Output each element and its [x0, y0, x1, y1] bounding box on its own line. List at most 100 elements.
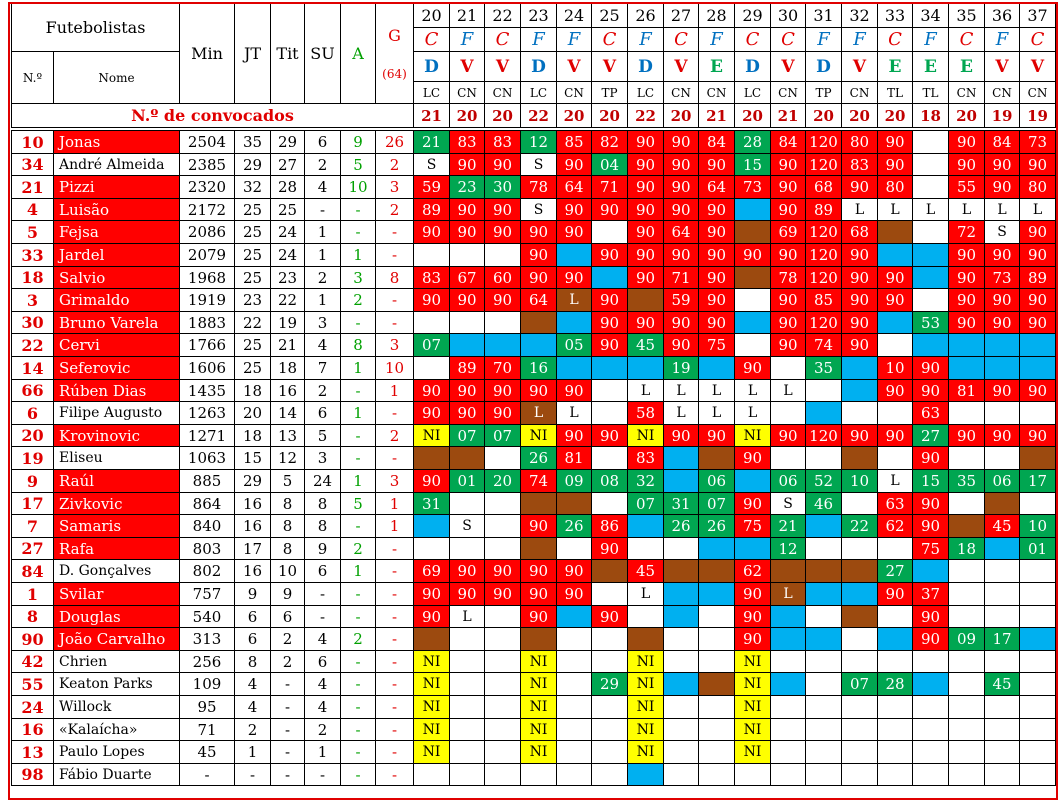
match-cell: 90 — [948, 311, 985, 334]
match-cell — [663, 740, 699, 764]
venue-4: F — [556, 27, 592, 52]
player-min: 1968 — [179, 266, 235, 289]
match-cell — [984, 537, 1020, 560]
player-number: 13 — [11, 740, 54, 764]
player-assists: - — [340, 220, 376, 244]
player-su: 6 — [304, 130, 341, 154]
match-cell — [984, 446, 1020, 470]
match-cell — [1019, 695, 1056, 719]
match-cell — [591, 627, 628, 651]
player-tit: 10 — [270, 559, 305, 583]
match-cell: 85 — [556, 130, 592, 154]
match-cell — [1019, 650, 1056, 673]
match-cell — [841, 401, 878, 425]
match-cell: L — [627, 379, 664, 402]
match-cell — [841, 537, 878, 560]
match-cell: 90 — [556, 379, 592, 402]
convocados-13: 20 — [877, 103, 913, 128]
result-17: V — [1019, 51, 1056, 82]
match-cell — [484, 514, 521, 538]
match-cell — [413, 356, 450, 380]
match-cell — [912, 175, 949, 199]
match-cell — [556, 695, 592, 719]
match-cell — [1019, 605, 1056, 628]
player-number: 18 — [11, 266, 54, 289]
match-cell: 90 — [912, 492, 949, 515]
convocados-label: N.º de convocados — [11, 103, 414, 128]
match-cell: 120 — [805, 220, 842, 244]
player-number: 42 — [11, 650, 54, 673]
match-cell: 90 — [520, 220, 557, 244]
player-number: 19 — [11, 446, 54, 470]
match-cell: 90 — [413, 288, 450, 312]
player-jt: 25 — [234, 266, 271, 289]
match-cell — [912, 763, 949, 786]
matchday-33: 33 — [877, 3, 913, 28]
match-cell: 69 — [413, 559, 450, 583]
match-cell: S — [449, 514, 485, 538]
player-goals: - — [375, 537, 414, 560]
match-cell: 90 — [984, 311, 1020, 334]
match-cell: 90 — [663, 333, 699, 357]
match-cell — [1019, 672, 1056, 696]
match-cell — [877, 763, 913, 786]
convocados-10: 21 — [770, 103, 806, 128]
match-cell: 90 — [877, 582, 913, 606]
player-su: 8 — [304, 492, 341, 515]
player-name: Grimaldo — [53, 288, 180, 312]
match-cell: L — [770, 379, 806, 402]
player-tit: 24 — [270, 243, 305, 267]
match-cell — [912, 333, 949, 357]
match-cell — [663, 605, 699, 628]
match-cell: 73 — [984, 266, 1020, 289]
competition-3: LC — [520, 81, 557, 104]
player-tit: - — [270, 672, 305, 696]
match-cell — [1019, 492, 1056, 515]
result-0: D — [413, 51, 450, 82]
player-goals: - — [375, 559, 414, 583]
match-cell: 90 — [449, 379, 485, 402]
match-cell: 32 — [627, 469, 664, 493]
match-cell — [663, 446, 699, 470]
match-cell — [484, 605, 521, 628]
match-cell — [877, 627, 913, 651]
match-cell: 90 — [484, 582, 521, 606]
competition-17: CN — [1019, 81, 1056, 104]
competition-5: TP — [591, 81, 628, 104]
match-cell: 90 — [1019, 379, 1056, 402]
convocados-7: 20 — [663, 103, 699, 128]
match-cell: 90 — [984, 379, 1020, 402]
convocados-14: 18 — [912, 103, 949, 128]
header-min: Min — [179, 3, 235, 104]
match-cell: 90 — [734, 582, 771, 606]
match-cell — [877, 537, 913, 560]
match-cell: 28 — [734, 130, 771, 154]
player-goals: - — [375, 605, 414, 628]
player-name: Willock — [53, 695, 180, 719]
match-cell: 90 — [627, 243, 664, 267]
match-cell: 83 — [449, 130, 485, 154]
match-cell — [413, 311, 450, 334]
matchday-23: 23 — [520, 3, 557, 28]
player-min: 45 — [179, 740, 235, 764]
player-jt: 4 — [234, 672, 271, 696]
competition-10: CN — [770, 81, 806, 104]
match-cell: L — [841, 198, 878, 221]
player-jt: 29 — [234, 469, 271, 493]
result-1: V — [449, 51, 485, 82]
match-cell: L — [734, 401, 771, 425]
match-cell: 62 — [734, 559, 771, 583]
player-jt: 35 — [234, 130, 271, 154]
match-cell: NI — [413, 672, 450, 696]
player-min: 109 — [179, 672, 235, 696]
match-cell: NI — [413, 695, 450, 719]
result-8: E — [698, 51, 735, 82]
player-tit: 25 — [270, 198, 305, 221]
match-cell: 20 — [484, 469, 521, 493]
player-jt: 18 — [234, 379, 271, 402]
match-cell — [520, 311, 557, 334]
match-cell — [556, 627, 592, 651]
venue-17: C — [1019, 27, 1056, 52]
match-cell — [413, 446, 450, 470]
match-cell: NI — [734, 718, 771, 741]
